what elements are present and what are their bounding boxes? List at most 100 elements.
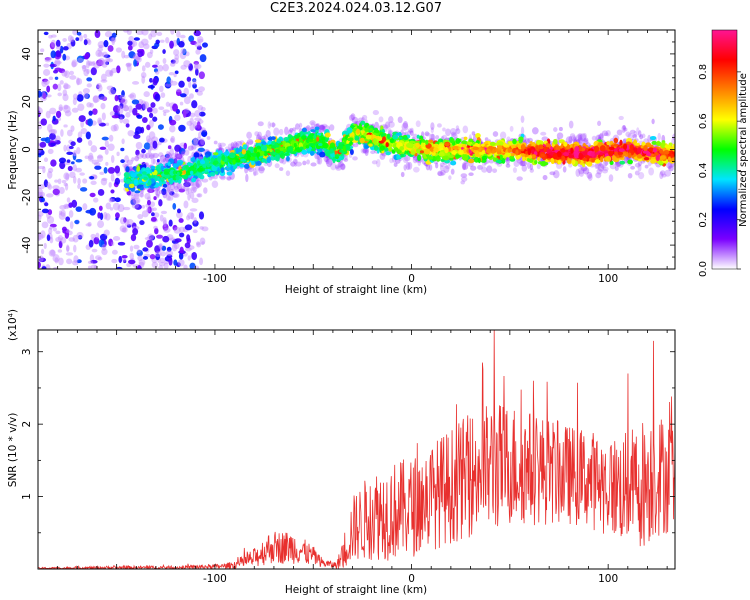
spectrogram-cell	[550, 146, 554, 150]
spectrogram-cell	[282, 148, 287, 153]
spectrogram-cell	[437, 143, 445, 149]
spectrogram-cell	[468, 138, 474, 143]
spectrogram-cell	[176, 154, 182, 160]
spectrogram-cell	[405, 161, 411, 171]
spectrogram-cell	[638, 171, 645, 180]
spectrogram-cell	[226, 176, 232, 181]
spectrogram-cell	[63, 104, 69, 110]
spectrogram-cell	[198, 86, 205, 92]
spectrogram-cell	[189, 170, 194, 176]
spectrogram-cell	[55, 39, 61, 48]
spectrogram-cell	[141, 116, 148, 123]
spectrogram-cell	[325, 159, 330, 165]
spectrogram-cell	[194, 109, 201, 118]
spectrogram-cell	[123, 259, 127, 264]
spectrogram-cell	[49, 223, 57, 228]
spectrogram-cell	[167, 196, 174, 201]
spectrogram-cell	[86, 102, 92, 108]
spectrogram-cell	[582, 151, 588, 156]
spectrogram-cell	[130, 197, 136, 206]
spectrogram-cell	[470, 165, 477, 171]
spectrogram-cell	[578, 134, 583, 142]
spectrogram-cell	[156, 31, 163, 36]
spectrogram-cell	[477, 164, 483, 170]
spectrogram-cell	[337, 144, 344, 150]
spectrogram-cell	[38, 255, 44, 262]
spectrogram-cell	[195, 88, 199, 93]
spectrogram-cell	[637, 163, 642, 172]
spectrogram-cell	[63, 182, 68, 187]
spectrogram-cell	[618, 148, 625, 153]
spectrogram-cell	[119, 225, 127, 233]
spectrogram-cell	[80, 127, 88, 135]
spectrogram-cell	[165, 101, 170, 107]
spectrogram-cell	[636, 127, 640, 136]
spectrogram-cell	[217, 155, 221, 163]
spectrogram-cell	[305, 145, 310, 149]
spectrogram-cell	[84, 53, 90, 60]
spectrogram-cell	[65, 216, 71, 222]
spectrogram-cell	[157, 124, 164, 130]
spectrogram-cell	[107, 166, 116, 174]
spectrogram-cell	[571, 159, 576, 165]
spectrogram-cell	[96, 84, 100, 90]
spectrogram-cell	[187, 155, 192, 164]
spectrogram-cell	[40, 248, 45, 255]
spectrogram-cell	[38, 257, 47, 263]
spectrogram-cell	[433, 143, 439, 149]
spectrogram-cell	[107, 45, 114, 52]
spectrogram-cell	[71, 59, 78, 67]
spectrogram-cell	[360, 147, 367, 154]
spectrogram-cell	[185, 172, 190, 176]
spectrogram-cell	[71, 199, 78, 208]
spectrogram-cell	[144, 236, 152, 241]
spectrogram-cell	[193, 60, 200, 65]
spectrogram-cell	[132, 199, 140, 204]
spectrogram-cell	[75, 206, 83, 212]
spectrogram-cell	[593, 145, 600, 152]
spectrogram-cell	[78, 115, 86, 122]
spectrogram-cell	[586, 161, 593, 167]
spectrogram-cell	[76, 146, 81, 155]
spectrogram-cell	[256, 160, 262, 166]
spectrogram-cell	[101, 59, 108, 68]
spectrogram-cell	[67, 165, 73, 172]
spectrogram-x-axis: -100 0 100	[57, 30, 668, 285]
spectrogram-cell	[111, 37, 115, 46]
spectrogram-cell	[162, 157, 169, 164]
spectrogram-cell	[232, 159, 236, 165]
spectrogram-cell	[276, 138, 282, 144]
spectrogram-cell	[136, 185, 141, 189]
spectrogram-cell	[601, 168, 609, 174]
spectrogram-cell	[176, 182, 183, 190]
spectrogram-cell	[174, 114, 181, 121]
spectrogram-cell	[148, 33, 153, 40]
spectrogram-cell	[163, 171, 170, 175]
spectrogram-cell	[601, 130, 608, 137]
spectrogram-cell	[629, 144, 634, 151]
spectrogram-cell	[166, 152, 172, 159]
spectrogram-cell	[183, 200, 189, 209]
spectrogram-cell	[280, 152, 286, 159]
spectrogram-cell	[308, 138, 314, 143]
spectrogram-cell	[541, 136, 549, 141]
spectrogram-cell	[633, 147, 638, 152]
spectrogram-cell	[230, 142, 235, 149]
spectrogram-cell	[40, 230, 46, 239]
spectrogram-cell	[81, 65, 87, 70]
spectrogram-cell	[201, 131, 207, 137]
spectrogram-cell	[389, 157, 394, 164]
spectrogram-cell	[104, 139, 109, 148]
spectrogram-cell	[147, 85, 156, 89]
spectrogram-cell	[180, 34, 186, 39]
spectrogram-cell	[105, 122, 110, 126]
spectrogram-cell	[389, 138, 394, 143]
spectrogram-cell	[298, 122, 303, 128]
spectrogram-cell	[578, 169, 585, 177]
spectrogram-cell	[197, 160, 201, 166]
spectrogram-cell	[634, 162, 641, 168]
spectrogram-cell	[80, 120, 85, 128]
spectrogram-cell	[438, 152, 445, 157]
spectrogram-cell	[191, 141, 198, 150]
spectrogram-cell	[64, 110, 72, 117]
